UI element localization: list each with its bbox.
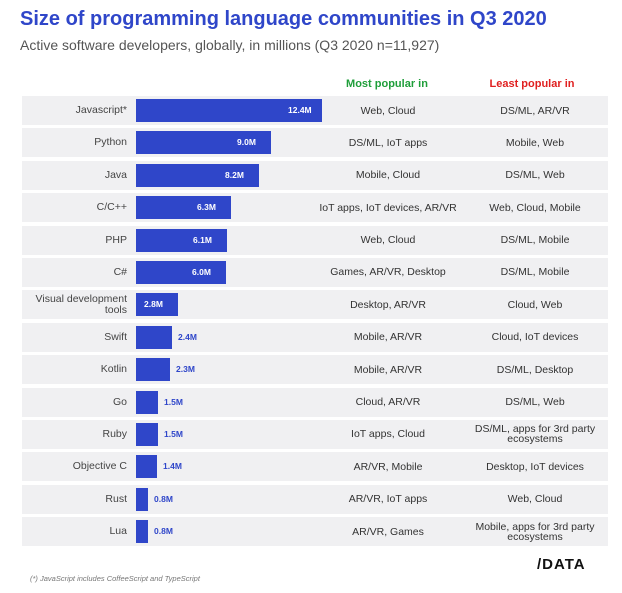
bar [136, 455, 157, 479]
bar [136, 390, 158, 414]
most-popular-cell: Mobile, AR/VR [353, 363, 423, 376]
table-row: Visual development tools 2.8M Desktop, AR/… [22, 290, 608, 320]
least-popular-cell: Web, Cloud [507, 493, 563, 506]
bar [136, 163, 259, 187]
table-row: Java 8.2M Mobile, Cloud DS/ML, Web [22, 160, 608, 190]
most-popular-cell: Web, Cloud [360, 234, 416, 247]
bar [136, 131, 271, 155]
most-popular-cell: AR/VR, Games [352, 525, 424, 538]
table-row: Python 9.0M DS/ML, IoT apps Mobile, Web [22, 128, 608, 158]
least-popular-cell: Cloud, Web [507, 298, 563, 311]
value-label: 9.0M [237, 137, 256, 148]
value-label: 1.4M [163, 461, 182, 472]
value-label: 8.2M [225, 169, 244, 180]
most-popular-cell: Desktop, AR/VR [350, 298, 426, 311]
bar [136, 260, 226, 284]
most-popular-cell: Cloud, AR/VR [355, 396, 421, 409]
most-popular-cell: Mobile, AR/VR [353, 331, 423, 344]
data-logo: /DATA [537, 556, 586, 573]
least-popular-cell: Mobile, Web [505, 136, 565, 149]
value-label: 0.8M [154, 526, 173, 537]
chart-title: Size of programming language communities… [20, 8, 547, 30]
least-popular-cell: Web, Cloud, Mobile [489, 201, 581, 214]
bar [136, 293, 178, 317]
value-label: 12.4M [288, 105, 312, 115]
language-label: C# [113, 265, 127, 278]
table-row: C/C++ 6.3M IoT apps, IoT devices, AR/VR Web… [22, 193, 608, 223]
table-row: Objective C 1.4M AR/VR, Mobile Desktop, IoT… [22, 452, 608, 482]
least-popular-cell: DS/ML, Desktop [496, 363, 574, 376]
value-label: 1.5M [164, 428, 183, 439]
value-label: 2.4M [178, 331, 197, 342]
value-label: 2.3M [176, 364, 195, 375]
language-label: Go [112, 395, 127, 408]
language-label: Java [104, 168, 127, 181]
bar [136, 228, 227, 252]
table-row: Lua 0.8M AR/VR, Games Mobile, apps for 3rd … [22, 517, 608, 547]
chart-rows: Javascript* 12.4M Web, Cloud DS/ML, AR/VR Py… [22, 96, 608, 549]
most-popular-cell: IoT apps, Cloud [351, 428, 425, 441]
least-popular-cell: Mobile, apps for 3rd party ecosystems [475, 520, 595, 543]
bar [136, 99, 322, 122]
bar [136, 422, 158, 446]
bar [136, 358, 170, 382]
most-popular-cell: AR/VR, IoT apps [348, 493, 428, 506]
least-popular-header: Least popular in [489, 78, 575, 90]
least-popular-cell: DS/ML, Mobile [500, 266, 570, 279]
value-label: 6.0M [192, 266, 211, 277]
value-label: 0.8M [154, 493, 173, 504]
table-row: Ruby 1.5M IoT apps, Cloud DS/ML, apps for 3… [22, 419, 608, 449]
language-label: C/C++ [96, 201, 127, 214]
language-label: Ruby [102, 427, 127, 440]
language-label: PHP [105, 233, 127, 246]
table-row: Go 1.5M Cloud, AR/VR DS/ML, Web [22, 387, 608, 417]
least-popular-cell: DS/ML, apps for 3rd party ecosystems [474, 423, 596, 446]
table-row: Kotlin 2.3M Mobile, AR/VR DS/ML, Desktop [22, 355, 608, 385]
most-popular-cell: DS/ML, IoT apps [348, 136, 428, 149]
language-label: Visual development tools [35, 292, 127, 316]
value-label: 1.5M [164, 396, 183, 407]
bar [136, 520, 148, 544]
value-label: 6.3M [197, 202, 216, 213]
table-row: C# 6.0M Games, AR/VR, Desktop DS/ML, Mobile [22, 257, 608, 287]
language-label: Rust [105, 492, 127, 505]
most-popular-cell: Mobile, Cloud [355, 169, 421, 182]
least-popular-cell: Cloud, IoT devices [491, 331, 579, 344]
table-row: PHP 6.1M Web, Cloud DS/ML, Mobile [22, 225, 608, 255]
bar [136, 487, 148, 511]
table-row: Swift 2.4M Mobile, AR/VR Cloud, IoT devices [22, 322, 608, 352]
language-label: Objective C [72, 460, 127, 473]
footnote: (*) JavaScript includes CoffeeScript and… [30, 574, 200, 583]
language-label: Javascript* [75, 104, 127, 116]
least-popular-cell: DS/ML, Web [505, 396, 565, 409]
language-label: Python [94, 136, 127, 149]
table-row: Rust 0.8M AR/VR, IoT apps Web, Cloud [22, 484, 608, 514]
table-row: Javascript* 12.4M Web, Cloud DS/ML, AR/VR [22, 96, 608, 125]
value-label: 6.1M [193, 234, 212, 245]
most-popular-cell: AR/VR, Mobile [353, 460, 423, 473]
least-popular-cell: DS/ML, Web [505, 169, 565, 182]
least-popular-cell: Desktop, IoT devices [486, 460, 584, 473]
bar [136, 196, 231, 220]
most-popular-cell: IoT apps, IoT devices, AR/VR [319, 201, 457, 214]
most-popular-cell: Web, Cloud [360, 104, 416, 117]
language-label: Lua [109, 525, 127, 538]
most-popular-cell: Games, AR/VR, Desktop [330, 266, 446, 279]
least-popular-cell: DS/ML, AR/VR [500, 104, 570, 117]
value-label: 2.8M [144, 299, 163, 310]
chart-subtitle: Active software developers, globally, in… [20, 37, 440, 53]
least-popular-cell: DS/ML, Mobile [500, 234, 570, 247]
bar [136, 325, 172, 349]
most-popular-header: Most popular in [346, 78, 428, 90]
language-label: Swift [104, 330, 127, 343]
language-label: Kotlin [100, 363, 127, 376]
